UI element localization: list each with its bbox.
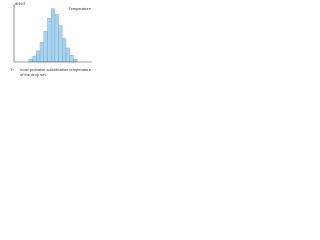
bar bbox=[62, 38, 67, 63]
x-axis-label: Temperature bbox=[69, 6, 92, 11]
bar bbox=[36, 50, 41, 63]
bar bbox=[28, 59, 33, 63]
bar bbox=[32, 56, 37, 63]
chart: dN/dT Temperature T* most probable solid… bbox=[10, 1, 92, 77]
annotation: T* bbox=[10, 67, 14, 72]
bar bbox=[39, 42, 44, 63]
page: {"chart_data": {"type": "histogram", "y_… bbox=[0, 0, 320, 82]
caption-line: of the drop set. bbox=[20, 72, 47, 77]
caption-line: most probable solidification temperature bbox=[20, 67, 92, 72]
y-axis-label: dN/dT bbox=[15, 1, 26, 6]
bar bbox=[47, 18, 52, 63]
bar bbox=[50, 8, 56, 63]
bar bbox=[73, 59, 78, 63]
bar bbox=[58, 25, 63, 63]
bar bbox=[43, 31, 48, 63]
bar bbox=[69, 55, 74, 63]
bar bbox=[54, 14, 59, 63]
bar bbox=[65, 47, 70, 63]
